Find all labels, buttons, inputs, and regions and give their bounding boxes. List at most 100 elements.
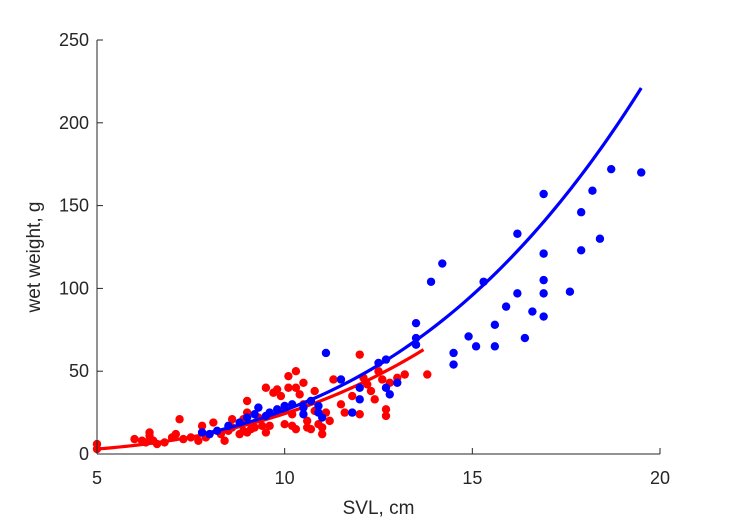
data-point	[490, 342, 500, 351]
data-point	[464, 332, 473, 341]
data-point	[348, 408, 357, 417]
data-point	[220, 436, 229, 445]
fit-curve	[209, 87, 643, 435]
data-point	[254, 403, 263, 412]
y-axis-title: wet weight, g	[24, 202, 45, 314]
y-axis-ticks: 0 50 100 150 200 250	[59, 30, 103, 464]
y-tick-label: 250	[59, 30, 89, 50]
data-point	[449, 348, 458, 358]
y-tick-label: 100	[59, 278, 89, 298]
data-point	[242, 413, 252, 422]
data-point	[299, 403, 308, 412]
data-point	[539, 189, 548, 199]
data-point	[209, 418, 218, 427]
data-point	[291, 367, 301, 376]
data-point	[381, 383, 391, 392]
data-point	[291, 383, 301, 392]
x-tick-label: 20	[650, 468, 670, 488]
data-point	[595, 234, 605, 243]
x-axis-ticks: 5 10 15 20	[92, 448, 670, 488]
data-point	[381, 411, 391, 421]
data-point	[393, 378, 402, 387]
data-point	[272, 385, 282, 394]
data-point	[302, 416, 312, 426]
data-point	[411, 318, 421, 328]
data-point	[471, 342, 481, 351]
data-point	[366, 386, 376, 396]
data-point	[539, 249, 548, 258]
data-point	[355, 395, 364, 404]
data-point	[385, 390, 394, 399]
data-point	[175, 415, 184, 424]
data-point	[348, 391, 357, 401]
data-point	[265, 421, 274, 431]
fit-curve	[96, 348, 425, 451]
data-point	[400, 370, 409, 379]
x-tick-label: 5	[92, 468, 102, 488]
data-point	[576, 246, 586, 255]
data-point	[171, 429, 181, 439]
data-point	[261, 428, 271, 437]
data-point	[336, 375, 346, 384]
data-point	[250, 423, 259, 432]
y-tick-label: 0	[79, 444, 89, 464]
data-point	[318, 429, 327, 439]
data-point	[242, 396, 252, 406]
data-point	[284, 383, 293, 392]
data-point	[310, 386, 319, 396]
data-point	[325, 416, 334, 426]
data-point	[607, 164, 616, 174]
data-point	[295, 390, 304, 399]
data-point	[528, 307, 537, 316]
data-point	[423, 370, 432, 379]
data-point	[250, 410, 259, 419]
data-point	[513, 229, 522, 238]
x-tick-label: 10	[275, 468, 295, 488]
x-tick-label: 15	[462, 468, 482, 488]
data-point	[318, 413, 327, 422]
data-point	[299, 378, 308, 387]
y-tick-label: 150	[59, 196, 89, 216]
data-point	[321, 348, 331, 358]
data-point	[539, 275, 548, 285]
data-point	[130, 434, 139, 444]
data-point	[513, 289, 522, 298]
data-point	[490, 320, 500, 330]
data-point	[438, 259, 447, 268]
series-2	[197, 87, 646, 439]
data-point	[501, 302, 511, 311]
data-point	[194, 436, 203, 445]
data-point	[355, 410, 364, 419]
data-point	[197, 421, 207, 431]
data-point	[329, 375, 338, 384]
data-point	[318, 423, 327, 432]
data-point	[280, 419, 289, 429]
data-point	[276, 391, 286, 401]
data-point	[565, 287, 575, 296]
data-point	[355, 350, 364, 359]
data-point	[576, 208, 586, 217]
data-point	[284, 371, 293, 381]
data-point	[370, 395, 379, 404]
data-point	[336, 400, 346, 409]
data-point	[449, 360, 458, 369]
data-point	[197, 428, 207, 437]
y-tick-label: 200	[59, 113, 89, 133]
data-point	[355, 383, 364, 392]
data-point	[257, 421, 267, 431]
data-point	[539, 289, 548, 298]
data-point	[381, 405, 391, 414]
data-point	[588, 186, 597, 195]
data-point	[426, 277, 436, 286]
data-point	[520, 333, 530, 343]
data-point	[340, 408, 349, 417]
data-point	[145, 428, 154, 437]
y-tick-label: 50	[69, 361, 89, 381]
x-axis-title: SVL, cm	[343, 498, 415, 519]
data-point	[637, 168, 646, 177]
data-point	[306, 424, 316, 434]
data-point	[378, 375, 387, 384]
data-point	[314, 401, 323, 411]
data-point	[299, 410, 308, 419]
